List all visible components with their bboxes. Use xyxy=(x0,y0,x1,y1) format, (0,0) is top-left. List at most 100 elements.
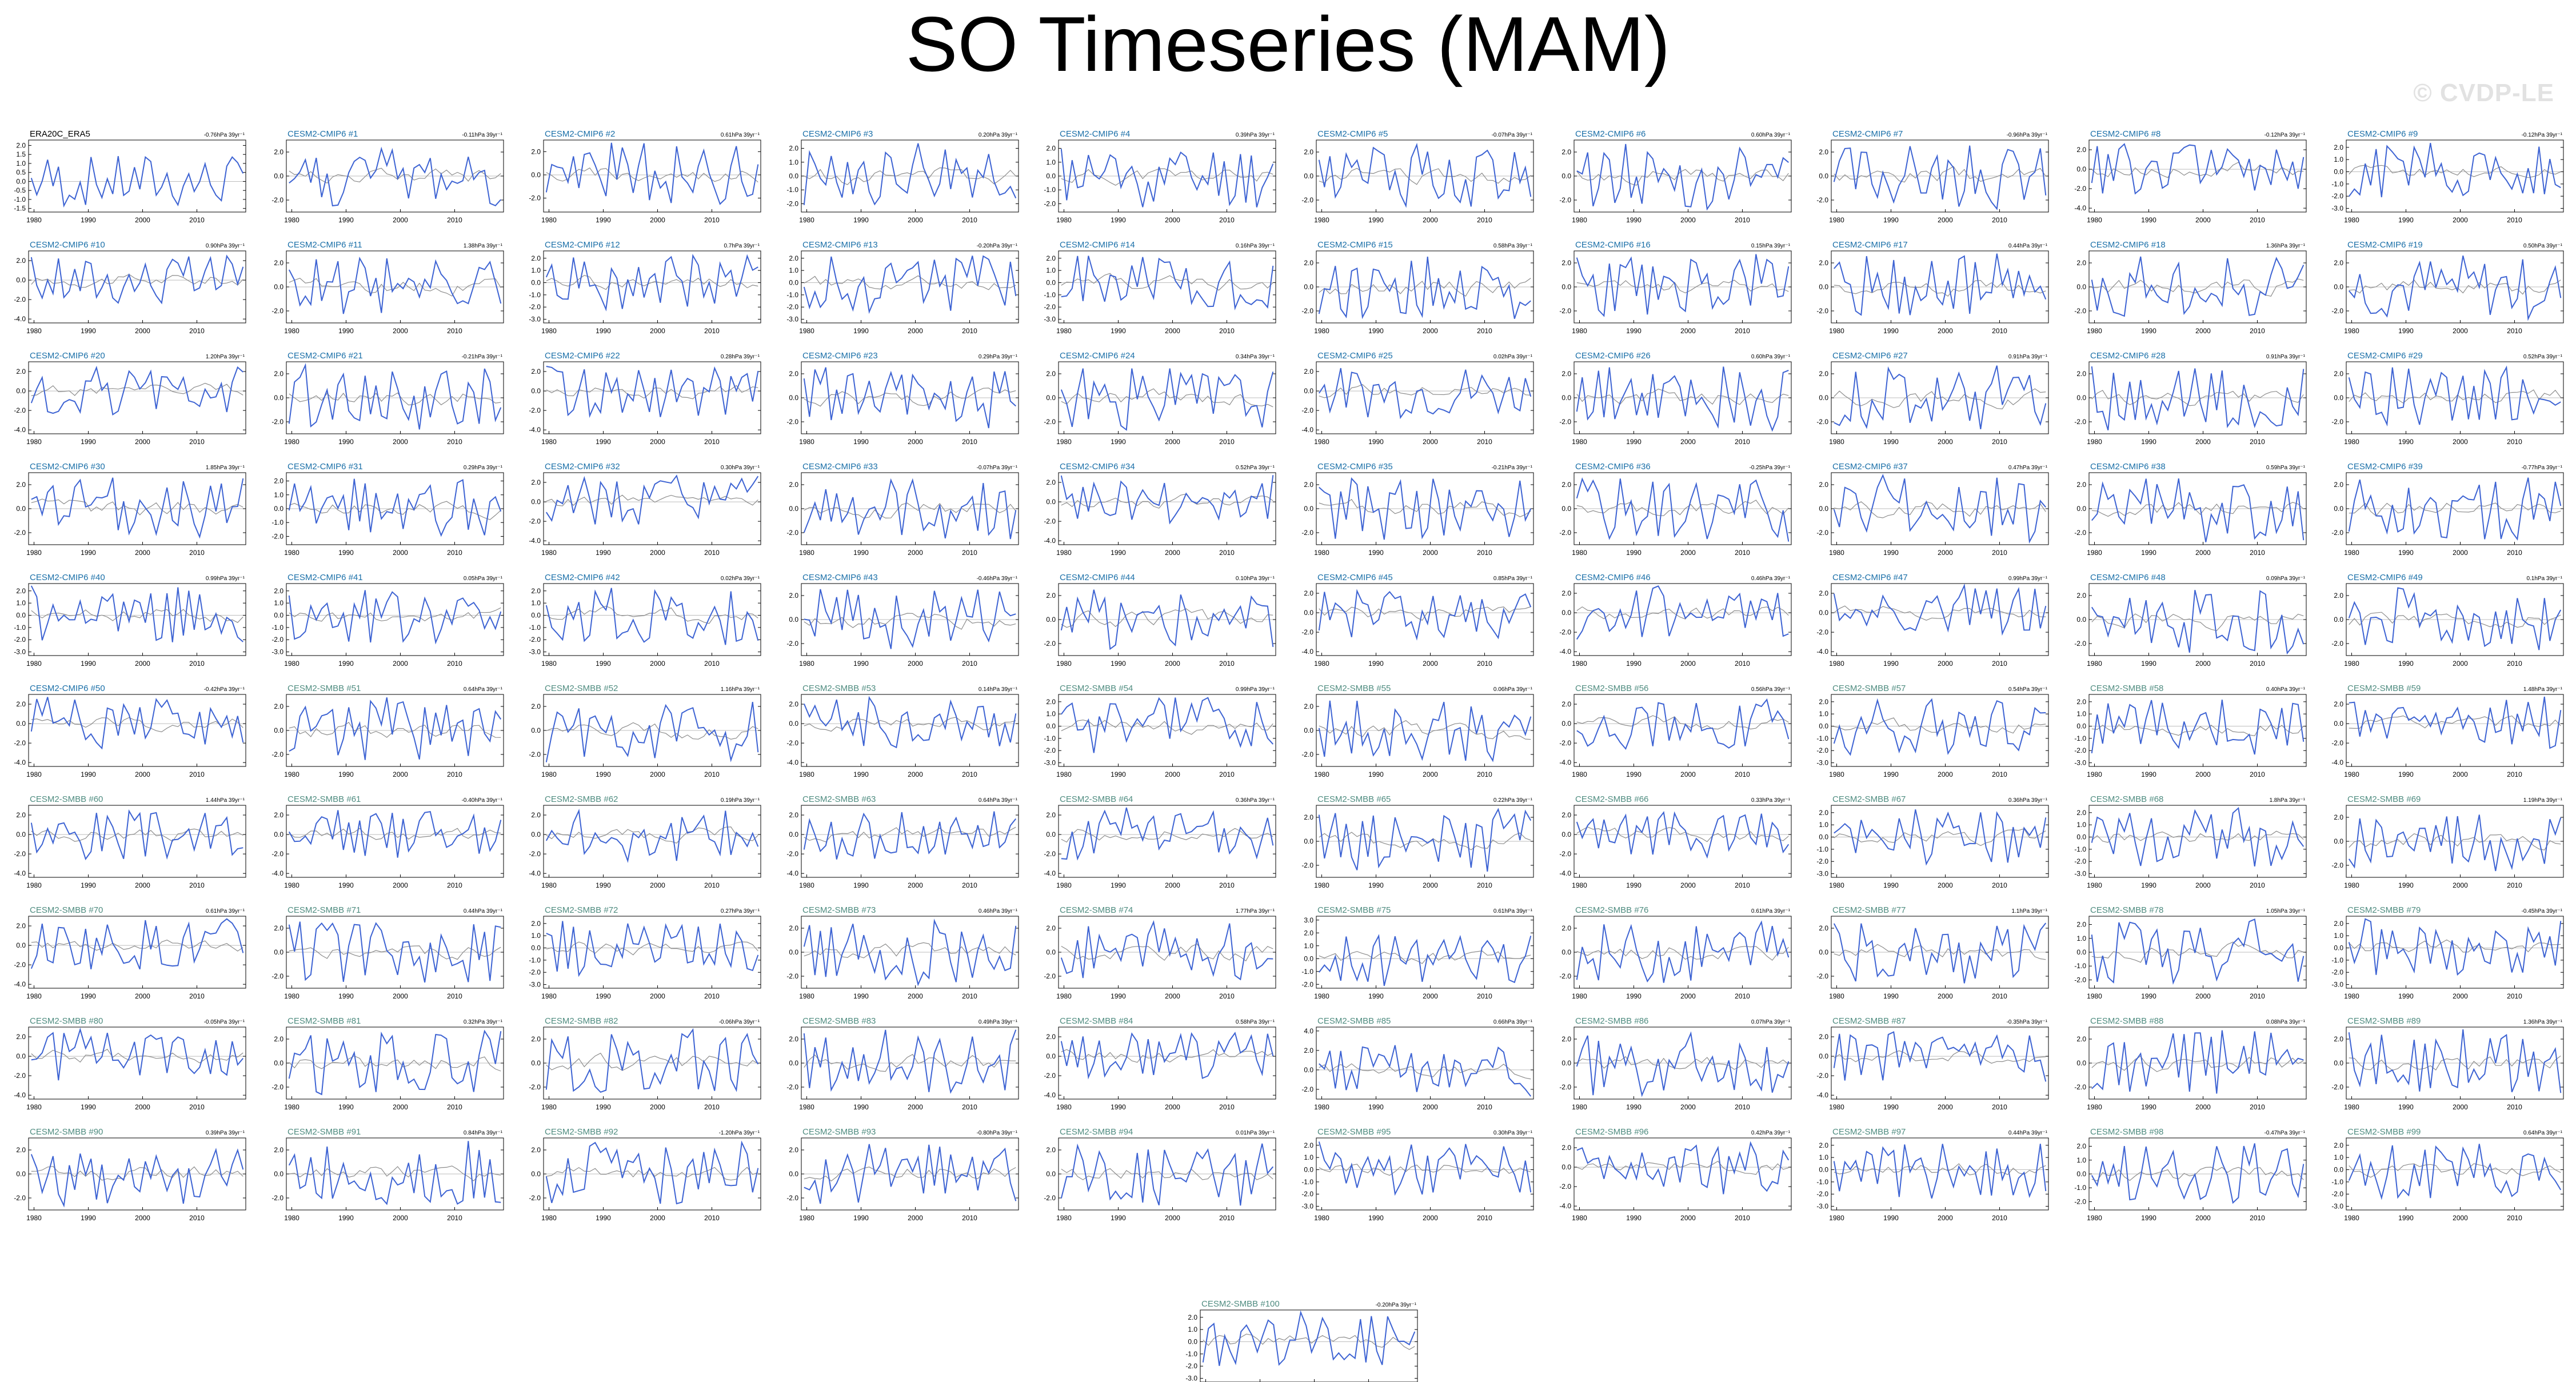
y-tick-label: 0.0 xyxy=(2076,722,2086,730)
x-tick-label: 2000 xyxy=(135,549,150,557)
x-tick-label: 2000 xyxy=(908,992,923,1000)
series-line xyxy=(1319,1045,1532,1097)
reference-series-line xyxy=(1319,1063,1531,1080)
panel: CESM2-SMBB #87 -0.35hPa 39yr⁻¹ 2.0 0.0 -2.0 -… xyxy=(1817,1016,2049,1111)
panel: CESM2-SMBB #89 1.36hPa 39yr⁻¹ 2.0 0.0 -2.0 19… xyxy=(2332,1016,2564,1111)
y-tick-label: -2.0 xyxy=(529,194,541,202)
y-tick-label: -1.0 xyxy=(1044,186,1056,194)
panel-trend: -0.07hPa 39yr⁻¹ xyxy=(976,465,1017,471)
panel-trend: -0.12hPa 39yr⁻¹ xyxy=(2522,132,2563,138)
y-tick-label: 2.0 xyxy=(274,702,283,710)
panel-trend: 0.27hPa 39yr⁻¹ xyxy=(721,908,760,914)
panel-title: CESM2-SMBB #82 xyxy=(545,1016,618,1026)
reference-series-line xyxy=(2349,165,2561,178)
x-tick-label: 1980 xyxy=(799,549,814,557)
y-tick-label: 0.0 xyxy=(1047,616,1056,624)
x-tick-label: 2000 xyxy=(1165,438,1181,446)
x-tick-label: 2010 xyxy=(2250,770,2265,778)
y-tick-label: 0.0 xyxy=(532,1170,541,1178)
y-tick-label: 2.0 xyxy=(1304,702,1313,710)
y-tick-label: 2.0 xyxy=(1304,148,1313,156)
x-tick-label: 2010 xyxy=(704,327,720,335)
y-tick-label: -2.0 xyxy=(786,303,798,311)
x-tick-label: 2010 xyxy=(1477,881,1492,889)
panel-trend: 0.84hPa 39yr⁻¹ xyxy=(463,1130,502,1136)
x-tick-label: 2000 xyxy=(2195,660,2211,668)
series-line xyxy=(2349,1144,2562,1200)
panel-title: CESM2-SMBB #84 xyxy=(1060,1016,1133,1026)
series-line xyxy=(546,808,759,863)
panel-trend: 0.58hPa 39yr⁻¹ xyxy=(1236,1019,1275,1025)
x-tick-label: 1990 xyxy=(1883,770,1899,778)
x-tick-label: 2000 xyxy=(2195,1103,2211,1111)
x-tick-label: 2000 xyxy=(650,327,665,335)
y-tick-label: -1.0 xyxy=(2332,180,2344,188)
x-tick-label: 1990 xyxy=(1883,881,1899,889)
watermark: © CVDP-LE xyxy=(2413,79,2554,107)
x-tick-label: 2000 xyxy=(2453,992,2469,1000)
x-tick-label: 1980 xyxy=(1572,1103,1587,1111)
y-tick-label: 0.0 xyxy=(2076,1059,2086,1067)
series-line xyxy=(1834,1144,2047,1199)
y-tick-label: -4.0 xyxy=(1044,537,1056,545)
y-tick-label: -2.0 xyxy=(529,750,541,758)
panel-trend: 0.02hPa 39yr⁻¹ xyxy=(1493,354,1533,360)
y-tick-label: 2.0 xyxy=(16,257,26,265)
x-tick-label: 1980 xyxy=(1057,660,1072,668)
x-tick-label: 2000 xyxy=(2195,1214,2211,1222)
y-tick-label: 0.0 xyxy=(274,948,283,956)
x-tick-label: 1990 xyxy=(2141,1214,2156,1222)
y-tick-label: -1.0 xyxy=(14,195,26,203)
panel-trend: 0.44hPa 39yr⁻¹ xyxy=(2008,243,2048,249)
series-line xyxy=(1834,809,2047,866)
y-tick-label: 2.0 xyxy=(1819,1033,1829,1041)
plot-frame xyxy=(543,805,761,878)
x-tick-label: 2010 xyxy=(189,881,205,889)
y-tick-label: 0.0 xyxy=(2076,283,2086,291)
panel: CESM2-SMBB #95 0.30hPa 39yr⁻¹ 2.0 1.0 0.0 -1.… xyxy=(1301,1127,1534,1222)
x-tick-label: 2000 xyxy=(393,992,408,1000)
panel-title: CESM2-CMIP6 #4 xyxy=(1060,129,1130,139)
series-line xyxy=(803,918,1017,986)
x-tick-label: 1980 xyxy=(1829,992,1844,1000)
series-line xyxy=(1834,922,2047,984)
x-tick-label: 1980 xyxy=(541,549,557,557)
y-tick-label: -2.0 xyxy=(2074,1083,2086,1091)
series-line xyxy=(546,142,759,205)
x-tick-label: 2010 xyxy=(1992,1214,2007,1222)
panel-title: CESM2-SMBB #98 xyxy=(2090,1127,2163,1137)
panel-title: CESM2-CMIP6 #47 xyxy=(1832,573,1908,582)
y-tick-label: -2.0 xyxy=(1559,972,1571,980)
x-tick-label: 2010 xyxy=(962,770,977,778)
reference-series-line xyxy=(1319,384,1531,398)
x-tick-label: 2010 xyxy=(2250,1103,2265,1111)
x-tick-label: 1980 xyxy=(799,327,814,335)
y-tick-label: -1.0 xyxy=(529,291,541,299)
panel-trend: 0.90hPa 39yr⁻¹ xyxy=(206,243,245,249)
series-line xyxy=(1061,589,1274,650)
panel: CESM2-CMIP6 #14 0.16hPa 39yr⁻¹ 2.0 1.0 0.0 -1… xyxy=(1044,240,1276,335)
y-tick-label: 1.0 xyxy=(789,158,798,166)
y-tick-label: 0.0 xyxy=(532,1059,541,1067)
y-tick-label: 2.0 xyxy=(789,924,798,932)
y-tick-label: -2.0 xyxy=(1559,196,1571,204)
x-tick-label: 2010 xyxy=(447,327,462,335)
x-tick-label: 2000 xyxy=(650,216,665,224)
x-tick-label: 2000 xyxy=(135,438,150,446)
y-tick-label: 2.0 xyxy=(274,148,283,156)
y-tick-label: -3.0 xyxy=(1817,1203,1829,1211)
y-tick-label: 1.0 xyxy=(2076,821,2086,829)
x-tick-label: 2010 xyxy=(1220,770,1235,778)
y-tick-label: -2.0 xyxy=(1817,628,1829,636)
x-tick-label: 1990 xyxy=(2141,327,2156,335)
x-tick-label: 2000 xyxy=(1938,327,1953,335)
series-line xyxy=(2349,587,2562,650)
series-line xyxy=(30,809,243,861)
x-tick-label: 1990 xyxy=(596,881,611,889)
panel: CESM2-CMIP6 #8 -0.12hPa 39yr⁻¹ 2.0 0.0 -2.0 -… xyxy=(2074,129,2307,224)
y-tick-label: -2.0 xyxy=(1817,746,1829,754)
x-tick-label: 2010 xyxy=(1735,1214,1750,1222)
x-tick-label: 2010 xyxy=(447,992,462,1000)
series-line xyxy=(2349,814,2562,872)
x-tick-label: 2000 xyxy=(2453,660,2469,668)
